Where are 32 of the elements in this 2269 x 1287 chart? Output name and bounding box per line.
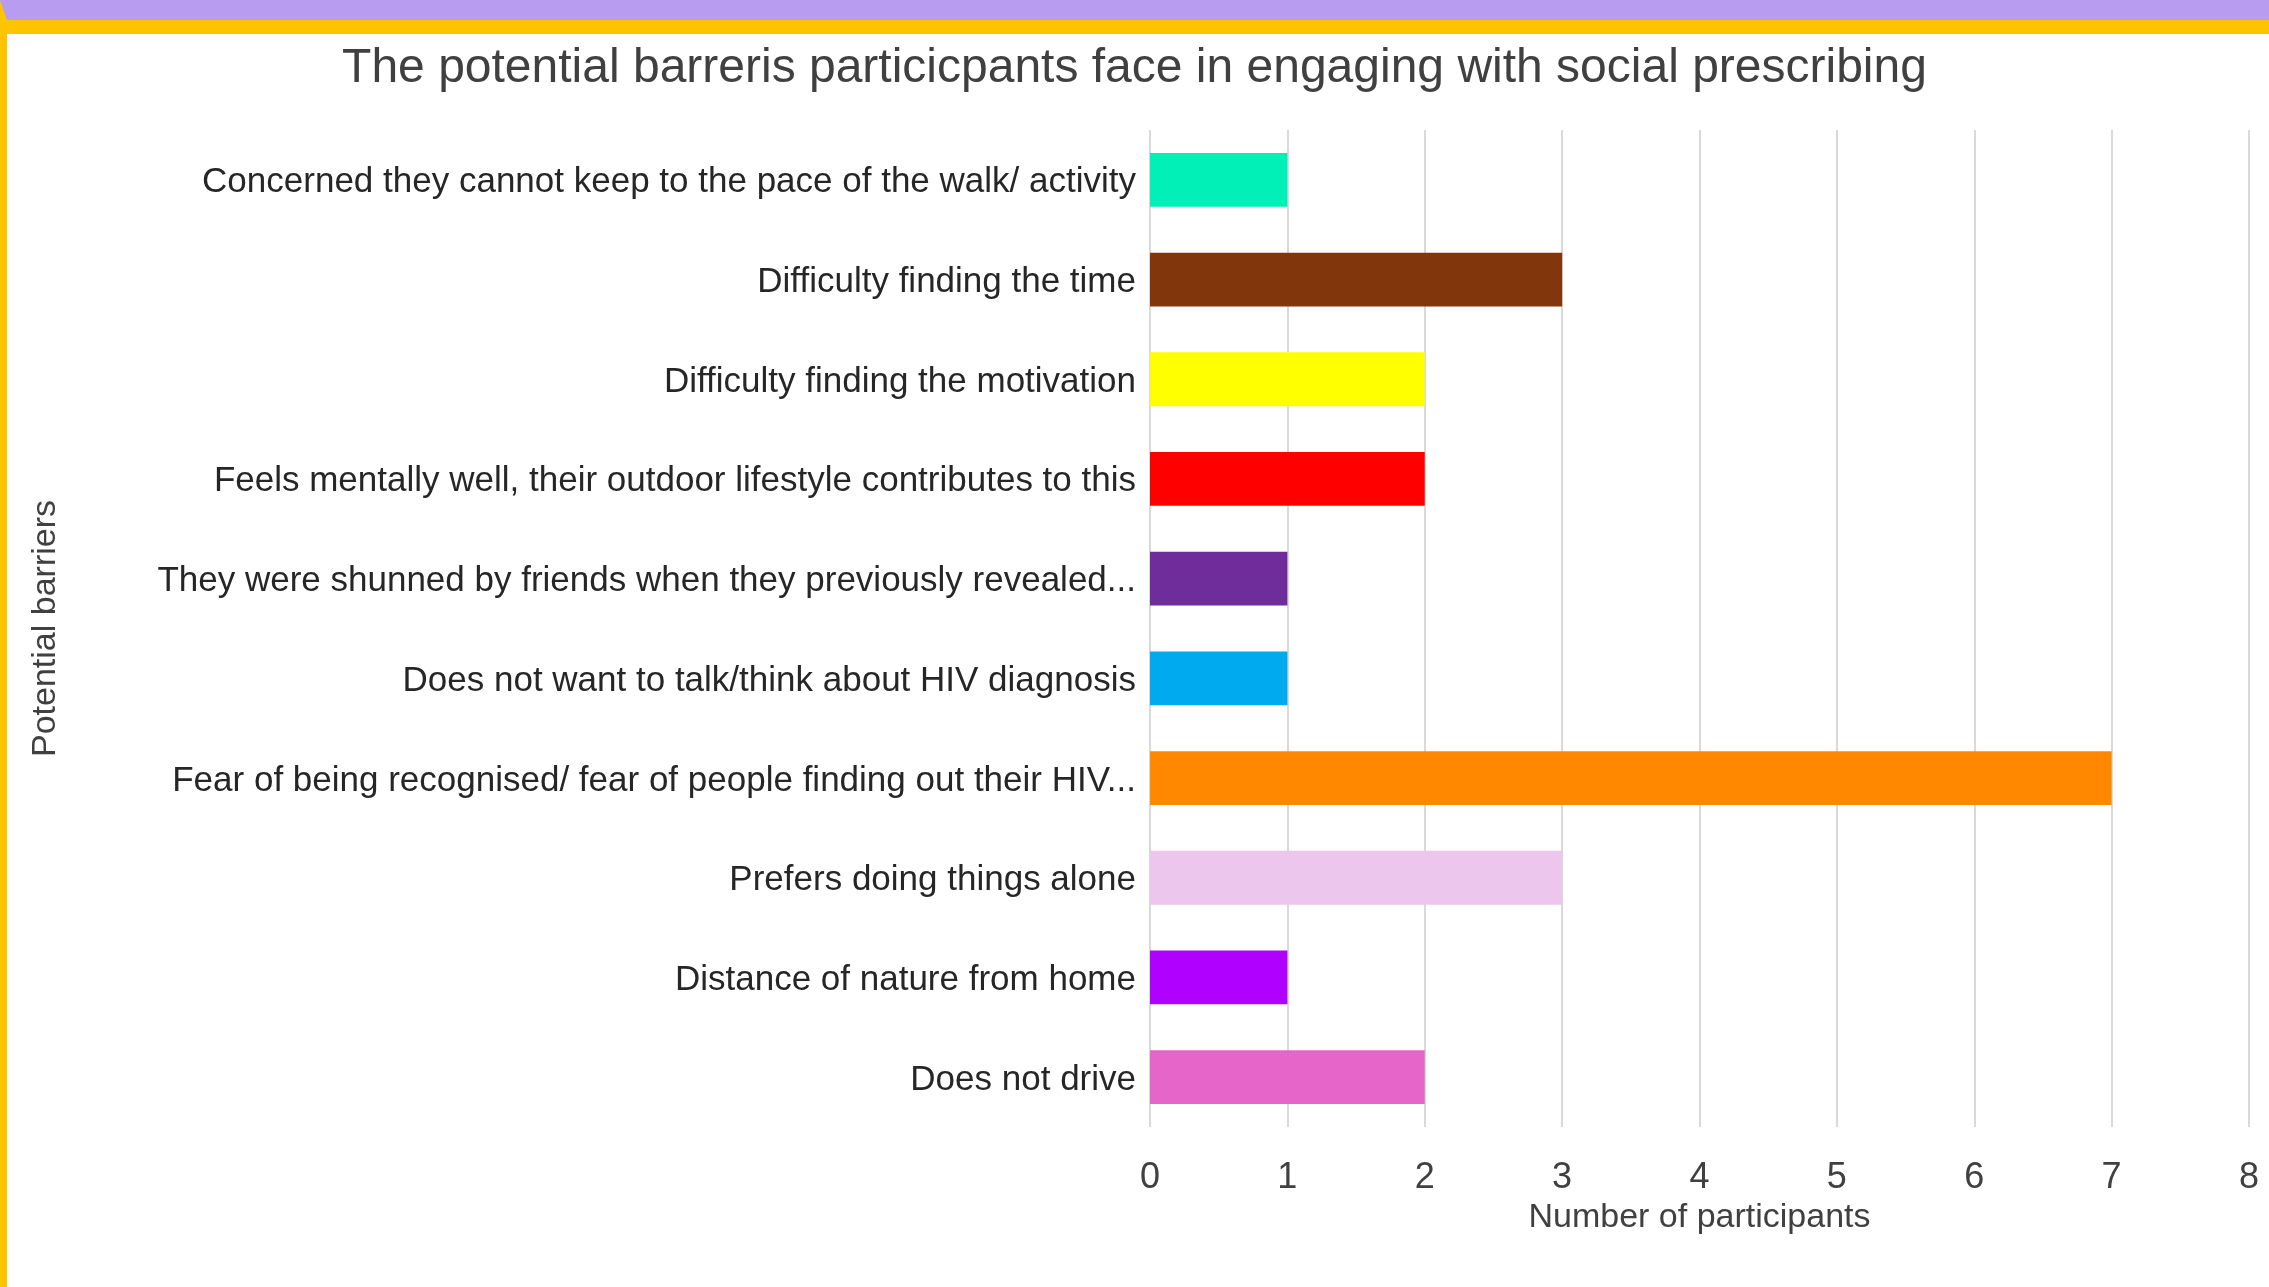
x-tick-label: 6 xyxy=(1964,1154,1985,1196)
bar xyxy=(1150,551,1288,606)
x-tick-label: 4 xyxy=(1689,1154,1710,1196)
y-tick-label: Difficulty finding the motivation xyxy=(663,359,1136,399)
y-tick-label: Does not drive xyxy=(910,1057,1136,1097)
x-tick-label: 0 xyxy=(1139,1154,1161,1196)
chart-title: The potential barreris particicpants face in engaging with social prescribing xyxy=(342,38,1927,92)
y-tick-label: Feels mentally well, their outdoor lifestyle contributes to this xyxy=(213,459,1136,499)
x-tick-label: 3 xyxy=(1552,1154,1573,1196)
x-tick-label: 2 xyxy=(1414,1154,1435,1196)
x-axis-title: Number of participants xyxy=(1528,1195,1871,1234)
y-tick-label: Does not want to talk/think about HIV diagnosis xyxy=(402,658,1136,698)
bar xyxy=(1150,950,1288,1005)
x-tick-label: 5 xyxy=(1826,1154,1847,1196)
y-tick-label: They were shunned by friends when they previously revealed... xyxy=(157,559,1136,599)
y-tick-label: Difficulty finding the time xyxy=(757,260,1136,300)
bar xyxy=(1150,152,1288,207)
x-tick-label: 7 xyxy=(2101,1154,2122,1196)
x-tick-label: 1 xyxy=(1277,1154,1298,1196)
y-tick-label: Fear of being recognised/ fear of people finding out their HIV... xyxy=(172,758,1136,798)
y-tick-label: Prefers doing things alone xyxy=(729,858,1136,898)
bar xyxy=(1150,751,2112,805)
y-tick-label: Concerned they cannot keep to the pace of the walk/ activity xyxy=(202,160,1137,200)
bar xyxy=(1150,850,1563,905)
bar xyxy=(1150,1050,1425,1105)
bar xyxy=(1150,352,1425,407)
bar xyxy=(1150,651,1288,706)
y-tick-label: Distance of nature from home xyxy=(674,957,1136,997)
bar xyxy=(1150,452,1425,506)
bar xyxy=(1150,252,1563,307)
y-axis-title: Potential barriers xyxy=(24,499,62,758)
x-tick-label: 8 xyxy=(2238,1154,2260,1196)
